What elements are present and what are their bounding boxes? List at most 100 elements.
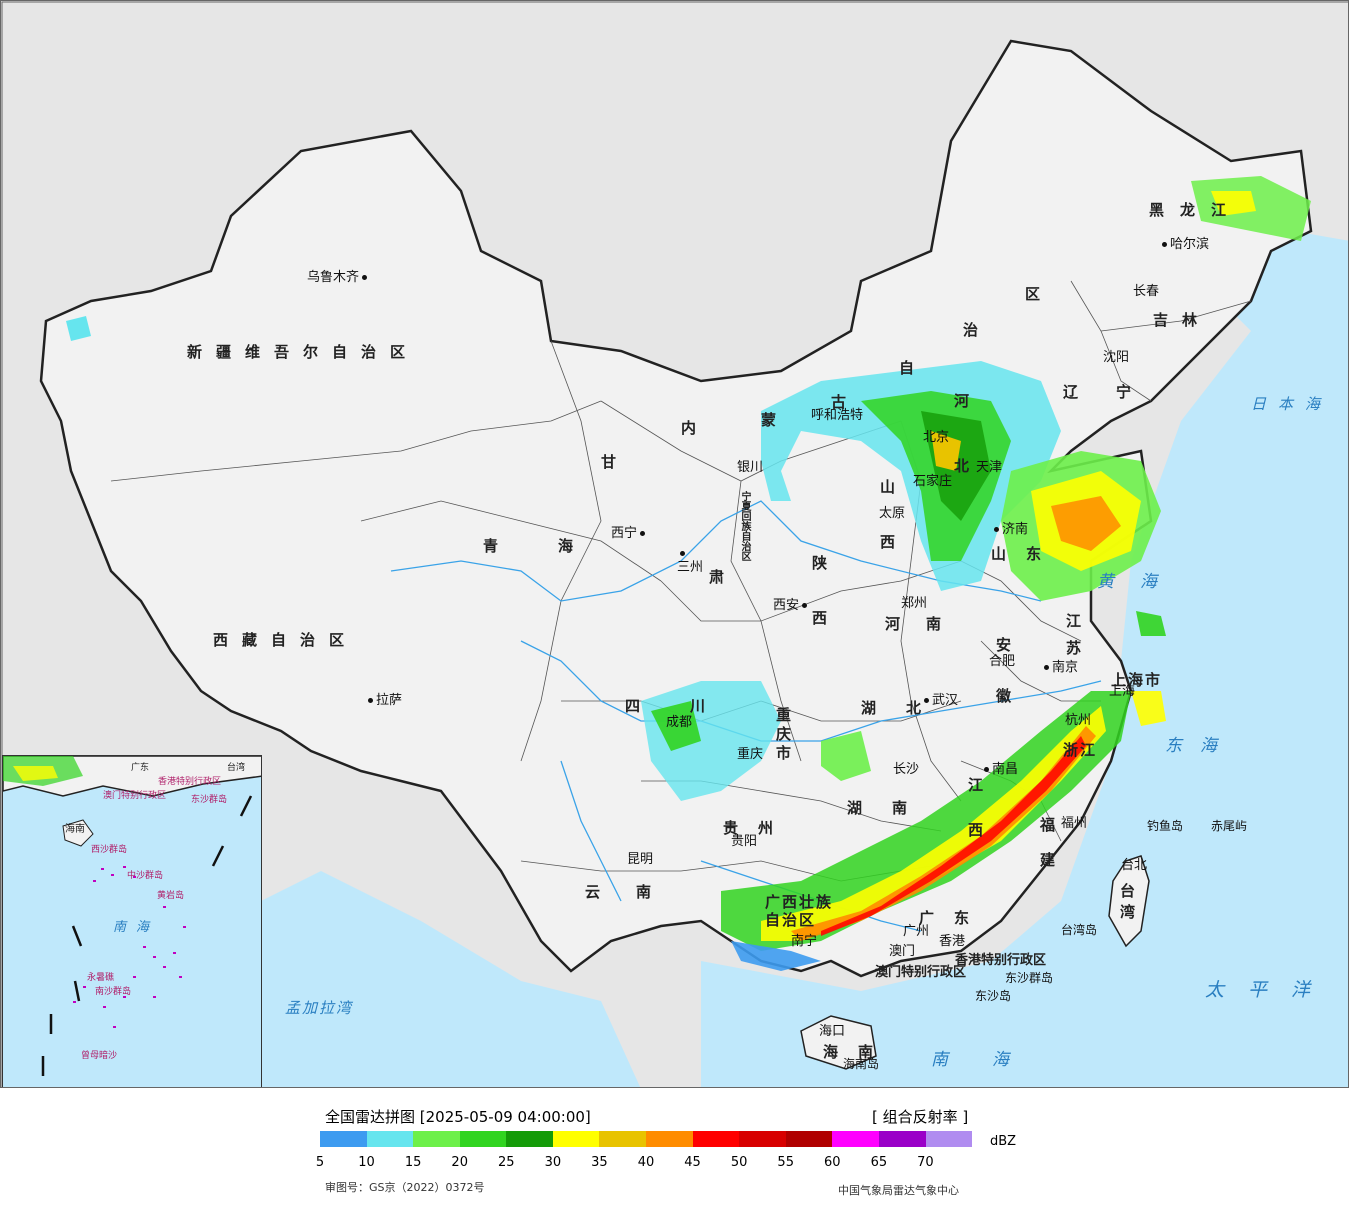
sea-bengal: 孟加拉湾 <box>285 999 354 1017</box>
inset-hk: 香港特别行政区 <box>158 777 222 787</box>
city-chongqing: 重庆 <box>737 747 764 762</box>
province-liaoning: 辽宁 <box>1063 383 1170 401</box>
province-qinghai: 青海 <box>483 537 634 555</box>
island-dongsha-qundao: 东沙群岛 <box>1005 971 1054 985</box>
sea-south: 南海 <box>931 1050 1053 1070</box>
city-haikou: 海口 <box>819 1024 846 1039</box>
city-zhengzhou: 郑州 <box>901 596 928 611</box>
city-guiyang: 贵阳 <box>731 834 758 849</box>
inset-yongshu: 永暑礁 <box>87 973 115 983</box>
province-chongqing: 重庆市 <box>774 707 792 764</box>
province-xizang: 西藏自治区 <box>213 631 359 649</box>
legend-panel: 全国雷达拼图 [2025-05-09 04:00:00] [ 组合反射率 ] d… <box>0 1088 1349 1208</box>
city-changchun: 长春 <box>1133 284 1160 299</box>
city-jinan: 济南 <box>991 523 1028 537</box>
scale-tick-label: 50 <box>730 1155 748 1170</box>
province-hebei: 河北 <box>952 393 970 523</box>
color-swatch <box>413 1131 460 1147</box>
south-china-sea-inset: 广东 香港特别行政区 澳门特别行政区 台湾 东沙群岛 海南 西沙群岛 中沙群岛 … <box>2 755 262 1087</box>
hainan-island <box>800 1015 877 1070</box>
color-swatch <box>506 1131 553 1147</box>
color-swatch <box>925 1131 973 1147</box>
scale-tick-label: 40 <box>637 1155 655 1170</box>
city-chengdu: 成都 <box>666 715 693 730</box>
color-swatch <box>366 1131 414 1147</box>
scale-tick-label: 10 <box>358 1155 375 1170</box>
scale-tick-label: 5 <box>315 1155 325 1170</box>
province-zhejiang: 浙江 <box>1063 741 1098 759</box>
province-neimenggu-5: 治 <box>963 321 993 339</box>
scale-tick-label: 65 <box>870 1155 888 1170</box>
city-taiyuan: 太原 <box>879 506 906 521</box>
city-nanning: 南宁 <box>791 934 818 949</box>
city-changsha: 长沙 <box>893 762 920 777</box>
city-nanchang: 南昌 <box>981 763 1018 777</box>
province-jiangsu: 江苏 <box>1064 613 1082 667</box>
taiwan-island <box>1108 855 1150 948</box>
province-hk-sar: 香港特别行政区 <box>955 953 1047 968</box>
inset-macau: 澳门特别行政区 <box>103 791 167 801</box>
city-fuzhou: 福州 <box>1061 816 1088 831</box>
province-shaanxi: 陕西 <box>810 555 828 665</box>
city-hongkong: 香港 <box>939 934 966 949</box>
china-outline <box>39 39 1313 978</box>
province-guizhou: 贵州 <box>723 819 794 837</box>
island-taiwan-dao: 台湾岛 <box>1061 923 1098 937</box>
province-anhui: 安徽 <box>994 637 1012 739</box>
province-shanxi: 山西 <box>878 479 896 589</box>
legend-title: 全国雷达拼图 [2025-05-09 04:00:00] <box>325 1108 591 1126</box>
city-tianjin: 天津 <box>976 460 1003 475</box>
province-guangdong: 广东 <box>919 909 990 927</box>
province-hainan: 海南 <box>823 1043 894 1061</box>
radar-map: 新疆维吾尔自治区 西藏自治区 青海 甘 肃 内 蒙 古 自 治 区 黑龙江 吉林… <box>0 0 1349 1088</box>
province-jilin: 吉林 <box>1153 311 1212 329</box>
color-scale-ticks: 5 10 15 20 25 30 35 40 45 50 55 60 65 70 <box>300 1155 1000 1171</box>
city-taipei: 台北 <box>1121 858 1148 873</box>
province-shanghai: 上海市 <box>1111 671 1163 689</box>
province-gansu: 甘 <box>601 453 631 471</box>
city-macau: 澳门 <box>889 944 916 959</box>
inset-guangdong: 广东 <box>131 763 150 773</box>
color-swatch <box>739 1131 786 1147</box>
city-harbin: 哈尔滨 <box>1159 238 1209 252</box>
province-sichuan: 四川 <box>625 697 756 715</box>
province-neimenggu-1: 内 <box>681 419 711 437</box>
inset-zengmu: 曾母暗沙 <box>81 1051 118 1061</box>
sea-japan: 日本海 <box>1251 395 1333 413</box>
province-neimenggu-2: 蒙 <box>761 411 791 429</box>
scale-tick-label: 55 <box>777 1155 794 1170</box>
legend-product-name: [ 组合反射率 ] <box>872 1108 969 1126</box>
color-swatch <box>692 1131 740 1147</box>
island-hainan-dao: 海南岛 <box>843 1057 880 1071</box>
city-lhasa: 拉萨 <box>365 694 402 708</box>
inset-basemap <box>3 756 261 1076</box>
province-hubei: 湖北 <box>861 699 952 717</box>
city-hangzhou: 杭州 <box>1065 713 1092 728</box>
province-neimenggu-3: 古 <box>831 393 861 411</box>
color-swatch <box>832 1131 879 1147</box>
city-kunming: 昆明 <box>627 852 654 867</box>
city-urumqi: 乌鲁木齐 <box>307 271 370 285</box>
city-lanzhou: 三州 <box>677 547 703 575</box>
city-beijing: 北京 <box>923 430 950 445</box>
island-chiwei: 赤尾屿 <box>1211 819 1248 833</box>
city-hefei: 合肥 <box>989 654 1016 669</box>
island-diaoyu: 钓鱼岛 <box>1147 819 1184 833</box>
province-macau-sar: 澳门特别行政区 <box>875 965 967 980</box>
city-xining: 西宁 <box>611 527 648 541</box>
review-number: 审图号：GS京（2022）0372号 <box>325 1181 485 1194</box>
credit-text: 中国气象局雷达气象中心 <box>838 1184 959 1197</box>
inset-zhongsha: 中沙群岛 <box>127 871 164 881</box>
color-swatch <box>785 1131 833 1147</box>
scale-tick-label: 20 <box>451 1155 468 1170</box>
scale-tick-label: 35 <box>591 1155 608 1170</box>
city-shijiazhuang: 石家庄 <box>913 474 953 489</box>
province-jiangxi: 江西 <box>966 777 984 867</box>
city-shanghai: 上海 <box>1109 684 1136 699</box>
radar-echoes <box>66 176 1311 971</box>
province-yunnan: 云南 <box>585 883 688 901</box>
island-dongsha-dao: 东沙岛 <box>975 989 1012 1003</box>
color-swatch <box>459 1131 507 1147</box>
color-swatch <box>599 1131 647 1147</box>
inset-dongsha: 东沙群岛 <box>191 795 228 805</box>
